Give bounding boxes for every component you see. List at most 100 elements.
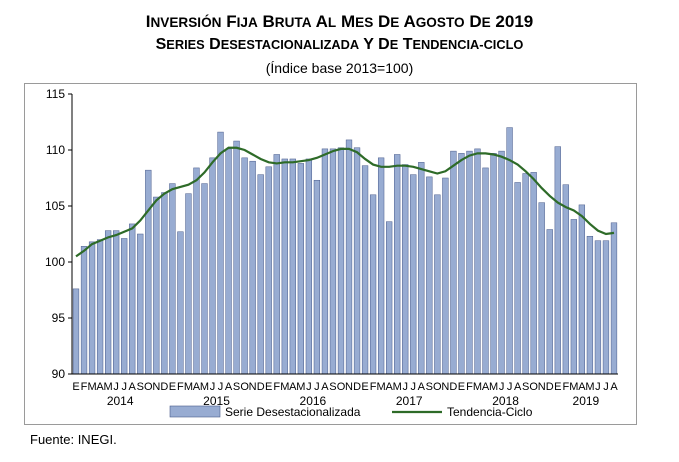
month-label: D: [546, 381, 554, 393]
bar: [418, 162, 425, 375]
month-label: F: [562, 381, 569, 393]
bar: [386, 221, 393, 375]
month-label: D: [257, 381, 265, 393]
month-label: N: [441, 381, 449, 393]
bar: [121, 238, 128, 375]
month-label: D: [449, 381, 457, 393]
month-label: M: [184, 381, 193, 393]
month-label: J: [314, 381, 320, 393]
bar: [426, 176, 433, 375]
bar: [482, 167, 489, 375]
bar: [369, 194, 377, 375]
bar: [281, 158, 288, 375]
month-label: A: [289, 381, 297, 393]
month-label: J: [218, 381, 224, 393]
month-label: N: [249, 381, 257, 393]
month-label: A: [514, 381, 522, 393]
month-label: E: [361, 381, 368, 393]
bar: [329, 148, 337, 375]
bar: [490, 153, 497, 375]
month-label: E: [554, 381, 561, 393]
bar: [137, 233, 144, 375]
month-label: N: [152, 381, 160, 393]
month-label: M: [489, 381, 498, 393]
y-tick-label: 105: [45, 199, 65, 213]
month-label: J: [499, 381, 505, 393]
bar: [434, 194, 441, 375]
bar: [474, 148, 481, 375]
month-label: D: [353, 381, 361, 393]
month-label: M: [473, 381, 482, 393]
bar: [297, 163, 304, 375]
month-label: F: [177, 381, 184, 393]
month-label: J: [507, 381, 513, 393]
month-label: S: [233, 381, 240, 393]
bar: [249, 160, 256, 375]
bar: [538, 202, 545, 375]
bar: [129, 223, 136, 375]
bar: [410, 174, 417, 375]
bar: [145, 169, 152, 375]
month-label: E: [72, 381, 79, 393]
month-label: S: [137, 381, 144, 393]
bar: [257, 174, 264, 375]
month-label: E: [169, 381, 176, 393]
month-label: S: [522, 381, 529, 393]
bar: [177, 231, 184, 375]
bar: [185, 193, 192, 375]
bar: [570, 219, 577, 375]
month-label: O: [433, 381, 442, 393]
bar: [506, 127, 513, 375]
bar: [610, 222, 618, 375]
month-label: J: [402, 381, 408, 393]
month-label: E: [458, 381, 465, 393]
bar: [498, 150, 505, 375]
bar: [353, 147, 361, 375]
month-label: O: [529, 381, 538, 393]
trend-line: [75, 146, 615, 258]
month-label: A: [482, 381, 490, 393]
bar: [225, 148, 232, 375]
y-tick-label: 100: [45, 255, 65, 269]
month-label: N: [538, 381, 546, 393]
month-label: M: [585, 381, 594, 393]
year-label: 2017: [396, 394, 423, 408]
bar: [265, 166, 272, 375]
legend-line-label: Tendencia-Ciclo: [447, 405, 533, 419]
month-label: S: [329, 381, 336, 393]
month-label: J: [411, 381, 417, 393]
month-label: O: [144, 381, 153, 393]
month-label: A: [578, 381, 586, 393]
bar: [594, 240, 602, 375]
bar: [442, 177, 449, 375]
bar: [153, 196, 160, 375]
month-label: D: [160, 381, 168, 393]
bar: [530, 172, 537, 375]
bar: [88, 241, 96, 375]
month-label: S: [426, 381, 433, 393]
bar: [586, 235, 594, 375]
bar: [96, 239, 104, 375]
month-label: F: [81, 381, 88, 393]
bar: [305, 158, 313, 375]
month-label: A: [129, 381, 137, 393]
month-label: M: [377, 381, 386, 393]
bar: [169, 183, 176, 375]
bar: [193, 167, 200, 375]
bar: [546, 229, 553, 375]
month-label: M: [87, 381, 96, 393]
month-label: M: [393, 381, 402, 393]
bar: [361, 165, 369, 375]
month-label: A: [321, 381, 329, 393]
month-label: J: [306, 381, 312, 393]
bar: [201, 183, 208, 375]
month-label: A: [610, 381, 618, 393]
bar: [241, 157, 248, 375]
month-label: J: [210, 381, 216, 393]
chart-frame: [24, 83, 637, 425]
month-label: O: [240, 381, 249, 393]
year-label: 2014: [107, 394, 134, 408]
year-label: 2018: [492, 394, 519, 408]
chart-subtitle: SERIES DESESTACIONALIZADA Y DE TENDENCIA…: [155, 36, 524, 53]
